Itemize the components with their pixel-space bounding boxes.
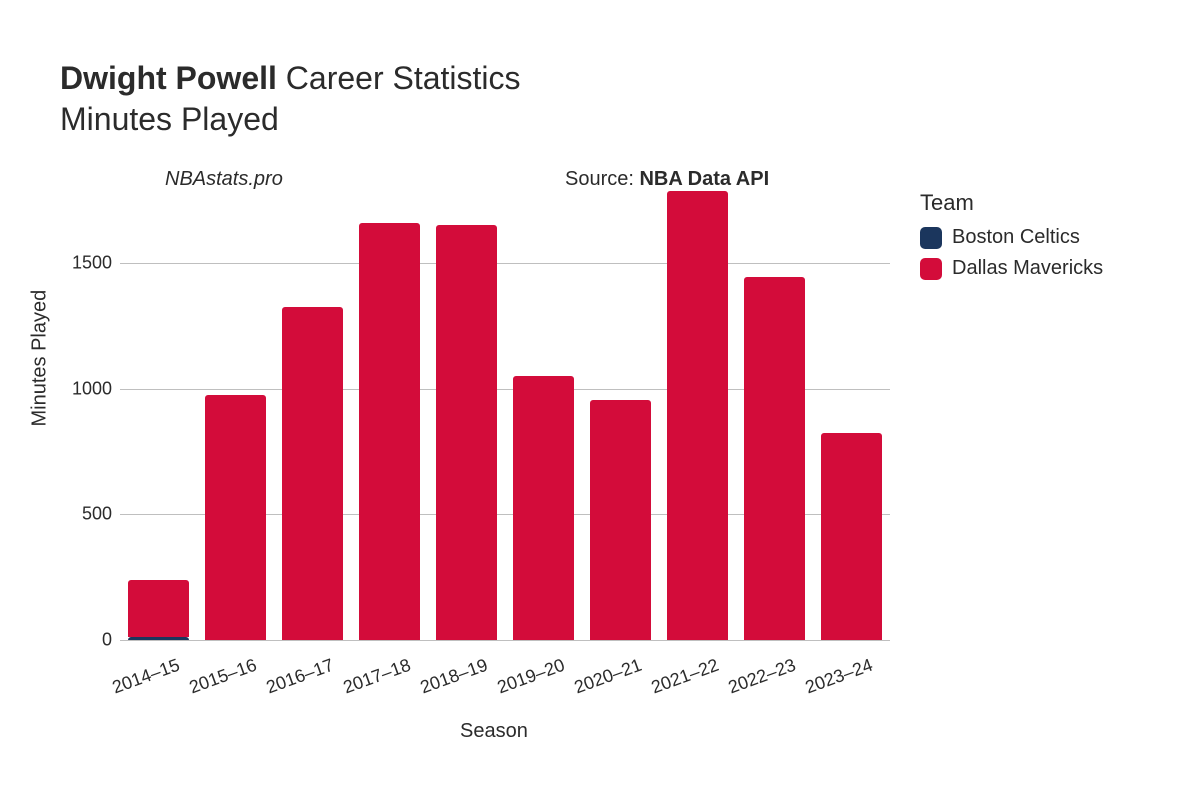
x-tick-label: 2023–24 <box>783 655 875 706</box>
x-tick-label: 2018–19 <box>398 655 490 706</box>
title-line-1: Dwight Powell Career Statistics <box>60 60 521 97</box>
watermark: NBAstats.pro <box>165 168 283 191</box>
x-tick-label: 2016–17 <box>244 655 336 706</box>
chart-title: Dwight Powell Career Statistics Minutes … <box>60 60 521 138</box>
x-tick-label: 2017–18 <box>321 655 413 706</box>
bar <box>744 277 804 640</box>
bar <box>128 637 188 640</box>
bar <box>205 395 265 640</box>
legend-label: Dallas Mavericks <box>952 257 1103 280</box>
source-attribution: Source: NBA Data API <box>565 168 769 191</box>
y-tick-label: 1500 <box>52 252 112 273</box>
source-name: NBA Data API <box>639 168 769 190</box>
title-suffix: Career Statistics <box>277 60 521 96</box>
x-tick-label: 2019–20 <box>475 655 567 706</box>
bar <box>359 223 419 640</box>
y-tick-label: 0 <box>52 630 112 651</box>
legend-item: Dallas Mavericks <box>920 257 1103 280</box>
bar <box>667 191 727 640</box>
bar <box>513 376 573 640</box>
bar <box>436 225 496 640</box>
legend-swatch <box>920 227 942 249</box>
legend-item: Boston Celtics <box>920 226 1103 249</box>
chart-plot-area: 0500100015002014–152015–162016–172017–18… <box>120 190 890 640</box>
x-tick-label: 2015–16 <box>167 655 259 706</box>
title-subtitle: Minutes Played <box>60 101 521 138</box>
bar <box>282 307 342 640</box>
legend: Team Boston Celtics Dallas Mavericks <box>920 190 1103 288</box>
legend-swatch <box>920 258 942 280</box>
gridline <box>120 640 890 641</box>
x-axis-label: Season <box>460 720 528 743</box>
gridline <box>120 263 890 264</box>
legend-title: Team <box>920 190 1103 216</box>
y-tick-label: 500 <box>52 504 112 525</box>
bar <box>128 580 188 637</box>
x-tick-label: 2022–23 <box>706 655 798 706</box>
player-name: Dwight Powell <box>60 60 277 96</box>
x-tick-label: 2021–22 <box>629 655 721 706</box>
legend-label: Boston Celtics <box>952 226 1080 249</box>
x-tick-label: 2014–15 <box>90 655 182 706</box>
y-axis-label: Minutes Played <box>29 290 52 427</box>
bar <box>821 433 881 640</box>
y-tick-label: 1000 <box>52 378 112 399</box>
x-tick-label: 2020–21 <box>552 655 644 706</box>
bar <box>590 400 650 640</box>
source-prefix: Source: <box>565 168 639 190</box>
